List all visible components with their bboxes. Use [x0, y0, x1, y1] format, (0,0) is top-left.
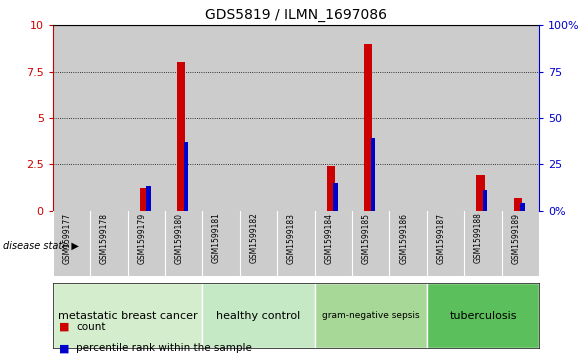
- Text: GSM1599182: GSM1599182: [250, 212, 258, 264]
- Bar: [277, 25, 315, 211]
- Text: healthy control: healthy control: [216, 311, 301, 321]
- Text: tuberculosis: tuberculosis: [449, 311, 517, 321]
- Text: GSM1599189: GSM1599189: [512, 212, 520, 264]
- Bar: [240, 25, 277, 211]
- Text: GSM1599183: GSM1599183: [287, 212, 296, 264]
- Bar: [352, 25, 390, 211]
- Bar: [427, 25, 464, 211]
- Text: gram-negative sepsis: gram-negative sepsis: [322, 311, 420, 320]
- Bar: [315, 283, 427, 348]
- Text: metastatic breast cancer: metastatic breast cancer: [58, 311, 197, 321]
- Bar: [146, 187, 151, 211]
- Bar: [183, 142, 188, 211]
- Bar: [520, 203, 525, 211]
- Bar: [483, 190, 488, 211]
- Text: count: count: [76, 322, 105, 332]
- Bar: [53, 283, 202, 348]
- Bar: [514, 197, 522, 211]
- Text: disease state ▶: disease state ▶: [3, 241, 79, 250]
- Bar: [165, 25, 202, 211]
- Bar: [476, 175, 485, 211]
- Bar: [177, 62, 185, 211]
- Bar: [427, 283, 539, 348]
- Bar: [202, 283, 315, 348]
- Text: GSM1599185: GSM1599185: [362, 212, 371, 264]
- Text: ■: ■: [59, 322, 69, 332]
- Bar: [464, 25, 502, 211]
- Text: GSM1599186: GSM1599186: [399, 212, 408, 264]
- Text: GSM1599184: GSM1599184: [324, 212, 333, 264]
- Bar: [53, 25, 90, 211]
- Bar: [139, 188, 148, 211]
- Text: GSM1599180: GSM1599180: [175, 212, 183, 264]
- Text: percentile rank within the sample: percentile rank within the sample: [76, 343, 252, 354]
- Bar: [364, 44, 373, 211]
- Text: ■: ■: [59, 343, 69, 354]
- Text: GSM1599179: GSM1599179: [137, 212, 146, 264]
- Text: GSM1599177: GSM1599177: [63, 212, 71, 264]
- Bar: [371, 138, 375, 211]
- Bar: [128, 25, 165, 211]
- Title: GDS5819 / ILMN_1697086: GDS5819 / ILMN_1697086: [205, 8, 387, 22]
- Bar: [333, 183, 338, 211]
- Bar: [315, 25, 352, 211]
- Text: GSM1599178: GSM1599178: [100, 212, 109, 264]
- Bar: [390, 25, 427, 211]
- Text: GSM1599187: GSM1599187: [437, 212, 445, 264]
- Text: GSM1599181: GSM1599181: [212, 212, 221, 264]
- Text: GSM1599188: GSM1599188: [474, 212, 483, 264]
- Bar: [202, 25, 240, 211]
- Bar: [327, 166, 335, 211]
- Bar: [502, 25, 539, 211]
- Bar: [90, 25, 128, 211]
